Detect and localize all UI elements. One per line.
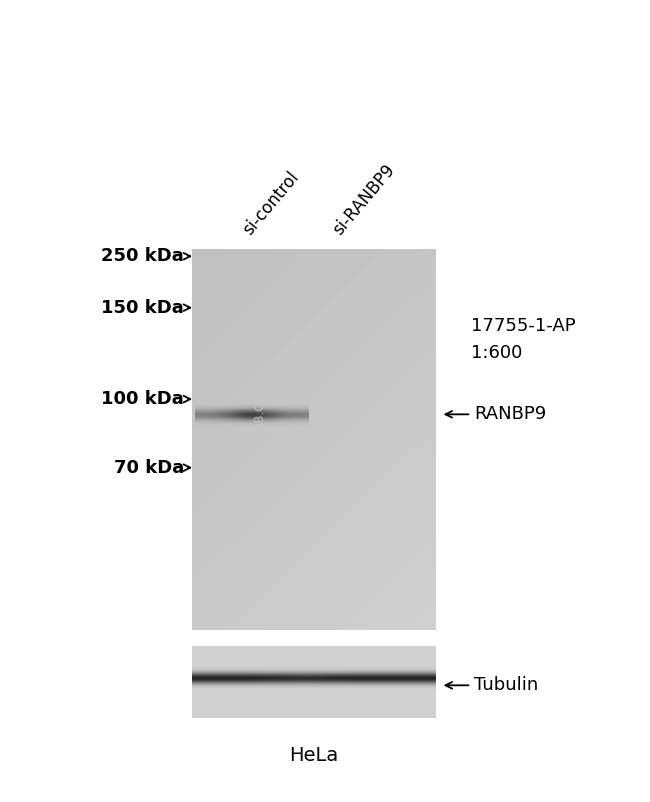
Text: si-control: si-control [239, 168, 302, 239]
Text: 70 kDa: 70 kDa [114, 459, 184, 476]
Text: 250 kDa: 250 kDa [101, 247, 184, 265]
Text: si-RANBP9: si-RANBP9 [329, 161, 398, 239]
Text: RANBP9: RANBP9 [474, 405, 547, 423]
Text: Tubulin: Tubulin [474, 676, 539, 695]
Text: 17755-1-AP
1:600: 17755-1-AP 1:600 [471, 318, 576, 362]
Text: 150 kDa: 150 kDa [101, 298, 184, 317]
Text: WWW.PTGLAB.COM: WWW.PTGLAB.COM [254, 382, 266, 496]
Text: HeLa: HeLa [289, 746, 338, 765]
Text: 100 kDa: 100 kDa [101, 390, 184, 408]
